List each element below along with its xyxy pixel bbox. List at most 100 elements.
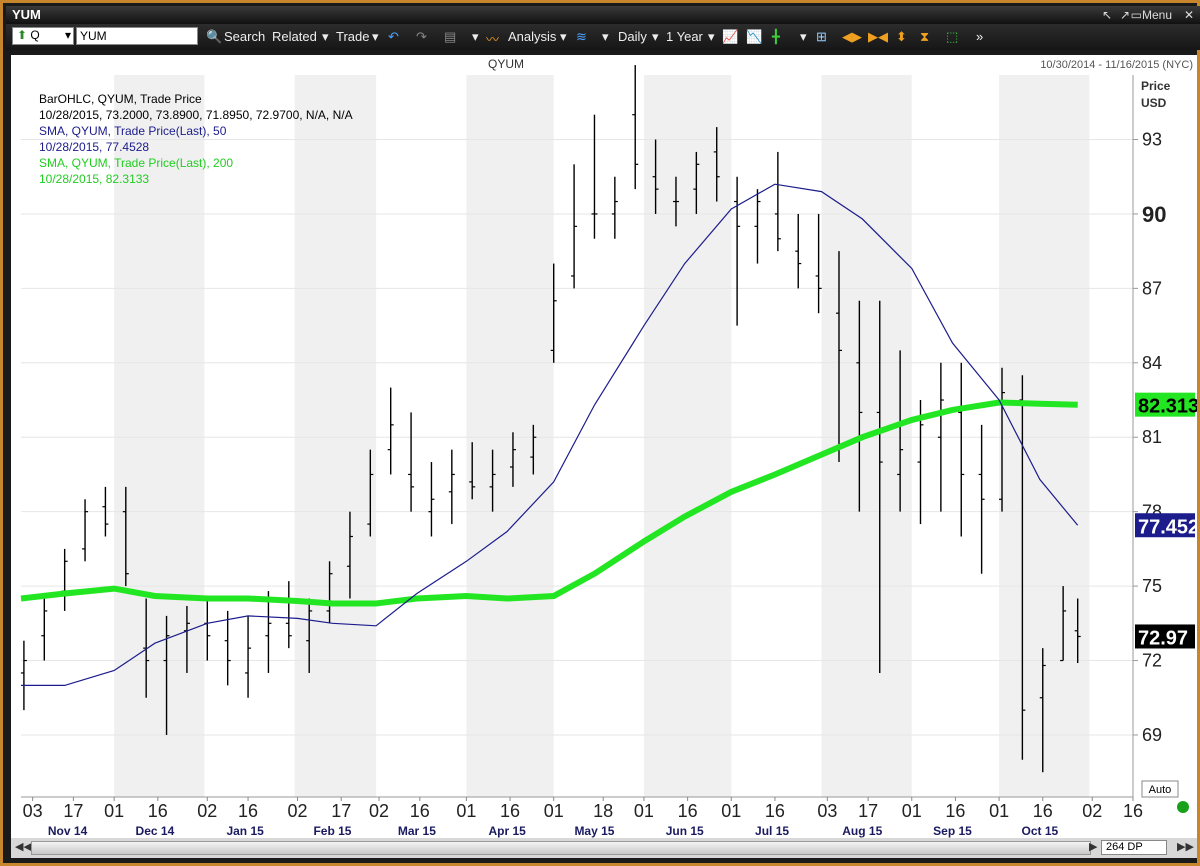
month-bands: [114, 75, 1090, 797]
price-chart[interactable]: QYUM 10/30/2014 - 11/16/2015 (NYC) BarOH…: [11, 55, 1199, 838]
scroll-left-right-icon[interactable]: ◀▶: [842, 29, 862, 44]
month-band: [114, 75, 205, 797]
title-bar: YUM ↖ ↗ ▭ Menu ✕: [6, 6, 1200, 24]
minimize-icon[interactable]: ▭: [1130, 8, 1142, 22]
studies-icon[interactable]: ≋: [576, 29, 587, 44]
date-tick-label: 16: [945, 801, 965, 821]
date-tick-label: 01: [104, 801, 124, 821]
price-tag-label: 77.452: [1138, 516, 1197, 538]
auto-scale-button[interactable]: [1141, 780, 1179, 798]
month-label: Oct 15: [1022, 824, 1059, 838]
date-tick-label: 17: [63, 801, 83, 821]
date-tick-label: 17: [331, 801, 351, 821]
compress-icon[interactable]: ▶◀: [868, 29, 888, 44]
date-tick-label: 01: [456, 801, 476, 821]
date-axis-ticks: 03 17 01 16 02 16 02 17 02 16 01 16 01 18 01 16 01 16 03 17…: [21, 796, 1143, 821]
search-icon[interactable]: 🔍: [206, 29, 223, 44]
security-type-value: Q: [30, 28, 40, 42]
legend-sma50-title: SMA, QYUM, Trade Price(Last), 50: [39, 124, 227, 138]
date-tick-label: 16: [765, 801, 785, 821]
legend-sma200-title: SMA, QYUM, Trade Price(Last), 200: [39, 156, 233, 170]
range-select[interactable]: 1 Year: [666, 29, 703, 44]
menu-button[interactable]: Menu: [1141, 8, 1172, 22]
date-tick-label: 16: [410, 801, 430, 821]
date-range-label: 10/30/2014 - 11/16/2015 (NYC): [1040, 59, 1193, 71]
more-icon[interactable]: »: [976, 29, 984, 44]
month-label: Sep 15: [933, 824, 972, 838]
security-type-select[interactable]: ⬆ Q ▾: [12, 27, 74, 45]
date-tick-label: 02: [197, 801, 217, 821]
month-label: Jun 15: [666, 824, 704, 838]
analysis-menu[interactable]: Analysis: [508, 29, 557, 44]
symbol-input[interactable]: [76, 27, 198, 45]
date-tick-label: 02: [369, 801, 389, 821]
month-band: [466, 75, 554, 797]
chevron-down-icon: ▾: [602, 29, 609, 44]
month-label: Feb 15: [313, 824, 351, 838]
price-tick-label: 75: [1142, 576, 1162, 596]
zoom-icon[interactable]: ⊞: [816, 29, 827, 44]
date-tick-label: 16: [500, 801, 520, 821]
undo-icon[interactable]: ↶: [388, 29, 399, 44]
month-label: Mar 15: [398, 824, 436, 838]
chevron-down-icon: ▾: [64, 28, 71, 42]
horizontal-scrollbar[interactable]: ◀◀ ▶ 264 DP ▶▶: [11, 838, 1197, 858]
price-tick-label: 81: [1142, 427, 1162, 447]
scroll-first-icon[interactable]: ◀◀: [15, 841, 32, 853]
scroll-right-icon[interactable]: ▶: [1089, 841, 1098, 853]
month-band: [643, 75, 732, 797]
month-label: May 15: [574, 824, 614, 838]
window-title: YUM: [12, 7, 41, 22]
chevron-down-icon: ▾: [322, 29, 329, 44]
folder-icon[interactable]: ▤: [444, 29, 457, 44]
date-tick-label: 03: [23, 801, 43, 821]
redo-icon[interactable]: ↷: [416, 29, 427, 44]
price-tick-label: 69: [1142, 725, 1162, 745]
compare-icon[interactable]: 📉: [746, 29, 763, 44]
date-tick-label: 16: [238, 801, 258, 821]
date-tick-label: 16: [1033, 801, 1053, 821]
date-tick-label: 01: [989, 801, 1009, 821]
price-tick-label: 87: [1142, 278, 1162, 298]
interval-select[interactable]: Daily: [618, 29, 647, 44]
expand-vertical-icon[interactable]: ⬍: [896, 29, 907, 44]
crosshair-icon[interactable]: ╋: [772, 29, 780, 44]
search-button[interactable]: Search: [224, 29, 266, 44]
undock-icon[interactable]: ↗: [1119, 8, 1130, 22]
price-tag-label: 82.313: [1138, 396, 1197, 418]
price-tag-label: 72.97: [1138, 627, 1188, 649]
scroll-last-icon[interactable]: ▶▶: [1177, 841, 1194, 853]
chevron-down-icon: ▾: [800, 29, 807, 44]
date-tick-label: 16: [678, 801, 698, 821]
price-tag: [1135, 392, 1195, 417]
chevron-down-icon: ▾: [708, 29, 715, 44]
chart-area[interactable]: QYUM 10/30/2014 - 11/16/2015 (NYC) BarOH…: [11, 55, 1199, 838]
month-labels: Nov 14 Dec 14 Jan 15 Feb 15 Mar 15 Apr 15 May …: [48, 824, 1059, 838]
trade-menu[interactable]: Trade: [336, 29, 370, 44]
price-tick-label: 72: [1142, 651, 1162, 671]
month-label: Jan 15: [226, 824, 264, 838]
status-dot-icon: [1177, 801, 1189, 813]
select-tool-icon[interactable]: ⬚: [946, 29, 959, 44]
compress-vertical-icon[interactable]: ⧗: [920, 29, 930, 44]
legend-bars-title: BarOHLC, QYUM, Trade Price: [39, 92, 202, 106]
line-chart-icon[interactable]: 📈: [722, 29, 739, 44]
month-label: Aug 15: [842, 824, 882, 838]
currency-label: USD: [1141, 96, 1167, 110]
pin-icon[interactable]: ↖: [1101, 8, 1112, 22]
data-points-select[interactable]: 264 DP: [1101, 840, 1167, 855]
date-tick-label: 02: [288, 801, 308, 821]
date-tick-label: 16: [1123, 801, 1143, 821]
scrollbar-thumb[interactable]: [31, 841, 1091, 855]
date-tick-label: 01: [544, 801, 564, 821]
legend-sma200-value: 10/28/2015, 82.3133: [39, 172, 149, 186]
month-label: Dec 14: [136, 824, 175, 838]
price-tags: 82.313 77.452 72.97: [1135, 392, 1199, 649]
chevron-down-icon: ▾: [372, 29, 379, 44]
close-icon[interactable]: ✕: [1183, 8, 1194, 22]
analysis-icon: 〰: [486, 32, 500, 47]
related-menu[interactable]: Related: [272, 29, 317, 44]
month-label: Jul 15: [755, 824, 789, 838]
